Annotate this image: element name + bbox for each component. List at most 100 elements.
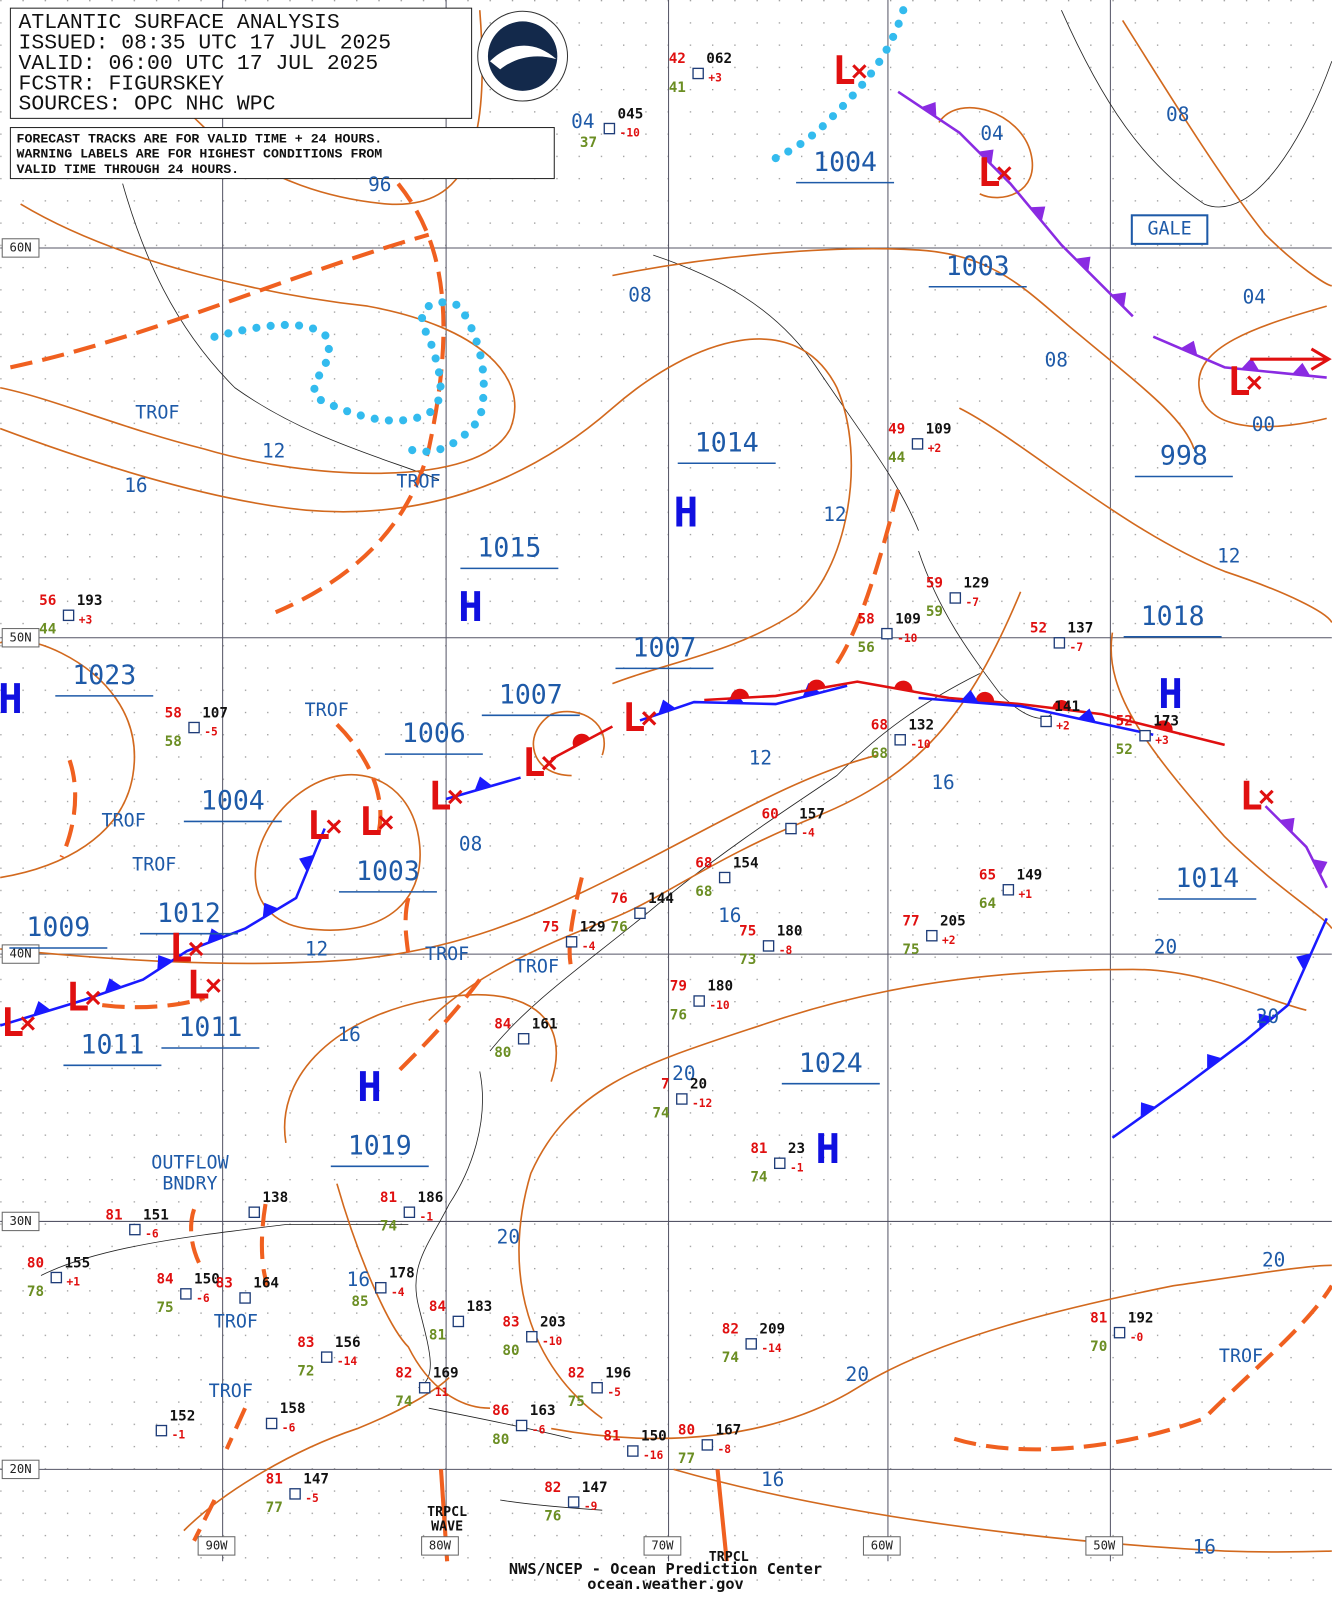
- station-marker: [155, 1424, 168, 1437]
- station-pressure: 132: [908, 718, 934, 734]
- station-pressure: 167: [715, 1423, 741, 1439]
- isobar-label: 08: [1166, 103, 1189, 126]
- station-dewpoint: 76: [670, 1007, 687, 1023]
- station-tendency: -9: [584, 1500, 598, 1513]
- feature-label: TROF: [214, 1311, 258, 1332]
- station-temp: 80: [27, 1255, 44, 1271]
- station-pressure: 151: [143, 1207, 169, 1223]
- station-temp: 84: [429, 1299, 446, 1315]
- station-marker: [188, 721, 200, 734]
- high-center: H: [458, 583, 483, 631]
- station-dewpoint: 59: [926, 604, 943, 620]
- low-center-cross: [997, 166, 1012, 181]
- trough: [835, 489, 901, 665]
- station-marker: [517, 1033, 530, 1045]
- station-marker: [591, 1381, 603, 1394]
- high-center: H: [357, 1063, 382, 1111]
- low-center-cross: [641, 711, 657, 726]
- station-marker: [565, 936, 578, 948]
- station-tendency: +3: [1155, 734, 1169, 747]
- station-pressure: 045: [618, 106, 644, 122]
- station-pressure: 180: [777, 924, 803, 940]
- station-dewpoint: 76: [611, 920, 628, 936]
- station-pressure: 196: [605, 1365, 631, 1381]
- coastline: [489, 673, 980, 1052]
- isobar-label: 08: [628, 283, 651, 306]
- cold-front-symbol: [157, 955, 173, 971]
- occluded-front-symbol: [1312, 859, 1328, 876]
- pressure-value: 1004: [201, 786, 265, 817]
- cold-front-symbol: [299, 854, 314, 872]
- header-line: ISSUED: 08:35 UTC 17 JUL 2025: [19, 32, 392, 56]
- isobar-label: 20: [846, 1363, 869, 1386]
- station-dewpoint: 75: [902, 942, 919, 958]
- station-marker: [894, 734, 906, 746]
- station-tendency: -16: [643, 1449, 664, 1462]
- station-temp: 58: [165, 705, 182, 721]
- station-dewpoint: 76: [544, 1508, 561, 1524]
- station-temp: 75: [542, 920, 559, 936]
- station-tendency: -14: [761, 1342, 782, 1355]
- grid-label: 20N: [10, 1462, 32, 1476]
- isobar-label: 20: [672, 1062, 695, 1085]
- station-pressure: 109: [926, 422, 952, 438]
- station-pressure: 154: [733, 855, 759, 871]
- station-marker: [693, 995, 705, 1007]
- cold-front: [1111, 917, 1328, 1139]
- station-marker: [375, 1281, 387, 1294]
- station-dewpoint: 74: [380, 1219, 397, 1235]
- station-temp: 82: [722, 1322, 739, 1338]
- station-temp: 77: [902, 913, 919, 929]
- feature-label: TRPCL: [427, 1505, 467, 1520]
- station-temp: 79: [670, 979, 687, 995]
- occluded-front-symbol: [1241, 357, 1260, 371]
- isobar: [959, 407, 1332, 623]
- station-temp: 81: [750, 1141, 767, 1157]
- station-tendency: -1: [790, 1161, 804, 1174]
- pressure-value: 1018: [1141, 601, 1205, 632]
- cold-front-symbol: [33, 1001, 51, 1016]
- station-pressure: 129: [580, 920, 606, 936]
- station-pressure: 149: [1017, 868, 1043, 884]
- station-temp: 81: [1090, 1310, 1107, 1326]
- note-line: FORECAST TRACKS ARE FOR VALID TIME + 24 …: [17, 131, 383, 146]
- station-pressure: 173: [1153, 713, 1179, 729]
- station-dewpoint: 74: [652, 1105, 669, 1121]
- station-temp: 82: [544, 1480, 561, 1496]
- station-dewpoint: 41: [669, 80, 686, 96]
- coastline: [428, 1407, 603, 1511]
- isobar: [1121, 19, 1332, 287]
- station-dewpoint: 44: [888, 450, 905, 466]
- grid-label-box: [643, 1536, 682, 1556]
- station-tendency: +1: [1019, 888, 1033, 901]
- grid-label-box: [1, 944, 40, 964]
- isobar-label: 16: [1193, 1535, 1216, 1558]
- warm-front-symbol: [730, 688, 750, 699]
- station-temp: 83: [216, 1276, 233, 1292]
- isobar: [612, 247, 1195, 450]
- isobar-label: 20: [1154, 935, 1177, 958]
- low-center-cross: [1247, 375, 1262, 390]
- station-tendency: -10: [897, 632, 918, 645]
- warm-front: [704, 680, 1225, 747]
- pressure-value: 1014: [1175, 863, 1239, 894]
- isobar-label: 20: [497, 1225, 520, 1248]
- cold-front-symbol: [474, 776, 493, 791]
- station-tendency: -4: [391, 1286, 405, 1299]
- isobar-label: 16: [761, 1468, 784, 1491]
- pressure-value: 1003: [356, 856, 420, 887]
- note-line: WARNING LABELS ARE FOR HIGHEST CONDITION…: [17, 147, 383, 162]
- occluded-front-symbol: [1180, 340, 1198, 356]
- pressure-value: 1007: [499, 679, 563, 710]
- station-temp: 81: [603, 1429, 620, 1445]
- isobar-label: 04: [980, 122, 1003, 145]
- trough: [192, 1499, 217, 1542]
- station-tendency: -6: [145, 1228, 159, 1241]
- occluded-front-symbol: [921, 102, 937, 118]
- station-temp: 75: [739, 924, 756, 940]
- station-marker: [745, 1338, 757, 1350]
- isobar: [518, 968, 1307, 1420]
- station-tendency: +2: [1056, 720, 1070, 733]
- station-tendency: +3: [79, 613, 93, 626]
- station-dewpoint: 80: [494, 1045, 511, 1061]
